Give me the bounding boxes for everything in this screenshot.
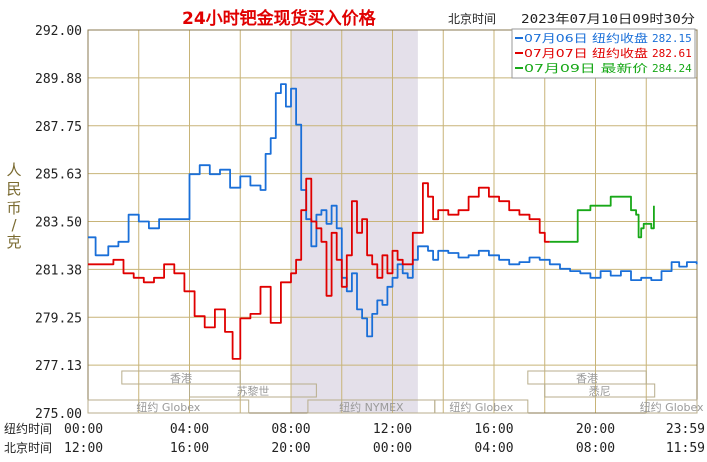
timestamp: 2023年07月10日09时30分 xyxy=(521,12,695,26)
y-axis-label: 人 民 币 / 克 xyxy=(6,161,21,251)
x-tick-label-newyork: 08:00 xyxy=(271,422,310,437)
y-tick-label: 287.75 xyxy=(35,120,82,135)
session-box xyxy=(434,399,529,414)
y-tick-label: 283.50 xyxy=(35,216,82,231)
beijing-time-label: 北京时间 xyxy=(448,12,496,26)
x-axis-ticks: 00:00 12:00 04:00 16:00 08:00 20:00 12:00 00:00… xyxy=(64,422,705,456)
session-box xyxy=(87,399,250,414)
x-tick-label-beijing: 04:00 xyxy=(474,441,513,456)
session-label: 纽约 NYMEX xyxy=(339,400,404,414)
session-label: 苏黎世 xyxy=(236,384,269,398)
y-tick-label: 277.13 xyxy=(35,359,82,374)
x-tick-label-newyork: 12:00 xyxy=(373,422,412,437)
x-tick-label-beijing: 16:00 xyxy=(170,441,209,456)
session-label: 纽约 Globex xyxy=(640,400,704,414)
y-axis-label-char: / xyxy=(11,216,17,234)
y-axis-ticks: 292.00 289.88 287.75 285.63 283.50 281.38 279.… xyxy=(35,24,82,422)
legend-entry-jul07: 07月07日 纽约收盘 282.61 xyxy=(515,46,692,60)
x-tick-label-beijing: 00:00 xyxy=(373,441,412,456)
legend-label: 07月06日 纽约收盘 xyxy=(524,31,648,45)
legend-value: 282.15 xyxy=(652,32,692,45)
y-tick-label: 285.63 xyxy=(35,168,82,183)
series-line xyxy=(88,177,550,360)
legend-entry-jul09: 07月09日 最新价 284.24 xyxy=(515,61,692,75)
session-label: 香港 xyxy=(576,372,598,385)
session-box xyxy=(189,383,317,398)
x-tick-label-newyork: 16:00 xyxy=(474,422,513,437)
legend-box xyxy=(511,28,696,79)
x-tick-label-beijing: 20:00 xyxy=(271,441,310,456)
y-axis-label-char: 克 xyxy=(6,233,21,251)
x-tick-label-newyork: 04:00 xyxy=(170,422,209,437)
y-axis-label-char: 人 xyxy=(6,161,21,179)
newyork-time-row-label: 纽约时间 xyxy=(4,421,52,436)
x-tick-label-beijing: 12:00 xyxy=(64,441,103,456)
series-line xyxy=(549,195,655,243)
legend-label: 07月09日 最新价 xyxy=(524,61,648,75)
y-tick-label: 279.25 xyxy=(35,311,82,326)
series-line xyxy=(88,83,698,338)
legend-entry-jul06: 07月06日 纽约收盘 282.15 xyxy=(515,31,692,45)
chart-title: 24小时钯金现货买入价格 xyxy=(182,8,377,29)
y-tick-label: 292.00 xyxy=(35,24,82,39)
legend-label: 07月07日 纽约收盘 xyxy=(524,46,648,60)
y-tick-label: 281.38 xyxy=(35,263,82,278)
legend-value: 284.24 xyxy=(652,62,692,75)
y-axis-label-char: 币 xyxy=(6,199,21,217)
session-label: 悉尼 xyxy=(589,385,611,398)
price-series xyxy=(88,83,698,360)
y-tick-label: 275.00 xyxy=(35,407,82,422)
beijing-time-row-label: 北京时间 xyxy=(4,441,52,455)
x-tick-label-beijing: 11:59 xyxy=(666,441,705,456)
x-tick-label-beijing: 08:00 xyxy=(576,441,615,456)
x-tick-label-newyork: 23:59 xyxy=(666,422,705,437)
x-tick-label-newyork: 00:00 xyxy=(64,422,103,437)
session-box xyxy=(121,370,241,385)
y-axis-label-char: 民 xyxy=(6,180,21,198)
session-box xyxy=(645,399,698,414)
x-tick-label-newyork: 20:00 xyxy=(576,422,615,437)
session-box xyxy=(544,383,656,398)
session-label: 纽约 Globex xyxy=(136,400,200,414)
grid xyxy=(87,29,698,414)
y-tick-label: 289.88 xyxy=(35,72,82,87)
legend-value: 282.61 xyxy=(652,47,692,60)
legend: 07月06日 纽约收盘 282.15 07月07日 纽约收盘 282.61 07… xyxy=(511,28,696,79)
session-label: 纽约 Globex xyxy=(449,400,513,414)
session-label: 香港 xyxy=(170,372,192,385)
